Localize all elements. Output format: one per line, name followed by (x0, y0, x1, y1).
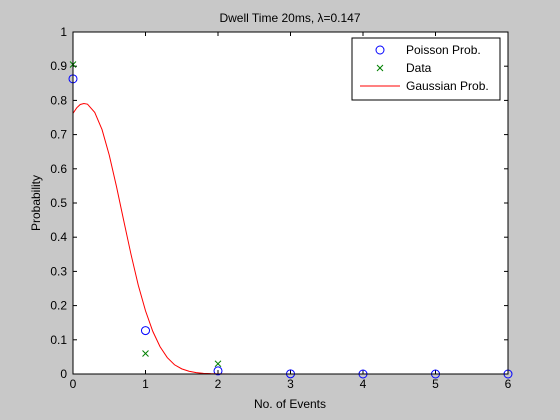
data-point (214, 360, 222, 368)
y-tick-label: 0.2 (50, 299, 67, 313)
x-tick-label: 1 (142, 377, 149, 391)
x-tick-label: 6 (505, 377, 512, 391)
poisson-prob-point (213, 366, 223, 376)
plot-frame (72, 31, 509, 375)
x-marker-stroke (214, 360, 222, 368)
legend-swatch-data (376, 64, 384, 72)
legend-label-gaussian-prob: Gaussian Prob. (406, 79, 489, 93)
chart-title: Dwell Time 20ms, λ=0.147 (219, 11, 360, 25)
y-tick-label: 0.5 (50, 196, 67, 210)
x-tick-label: 5 (432, 377, 439, 391)
x-tick-label: 0 (70, 377, 77, 391)
y-tick-label: 0.1 (50, 333, 67, 347)
x-tick-label: 3 (287, 377, 294, 391)
x-tick-label: 2 (215, 377, 222, 391)
y-tick-label: 1 (60, 25, 67, 39)
x-marker-stroke (376, 64, 384, 72)
data-point (142, 350, 149, 357)
legend-label-data: Data (406, 61, 432, 75)
x-tick-label: 4 (360, 377, 367, 391)
legend-label-poisson-prob: Poisson Prob. (406, 43, 481, 57)
y-tick-label: 0.8 (50, 93, 67, 107)
x-marker-stroke (142, 350, 149, 357)
y-tick-label: 0.7 (50, 128, 67, 142)
y-tick-label: 0.3 (50, 264, 67, 278)
y-tick-label: 0.6 (50, 162, 67, 176)
poisson-prob-point (141, 326, 150, 336)
y-tick-label: 0 (60, 367, 67, 381)
legend-swatch-poisson-prob (375, 45, 385, 55)
axis-ticks: 0 1 2 3 4 5 6 0 0.1 0.2 0.3 0.4 0.5 0.6 0.7 0.8 0.9 1 (50, 25, 511, 391)
legend: Poisson Prob. Data Gaussian Prob. (351, 37, 501, 101)
y-tick-label: 0.4 (50, 230, 67, 244)
y-tick-label: 0.9 (50, 59, 67, 73)
y-axis-label: Probability (29, 175, 43, 231)
x-axis-label: No. of Events (254, 397, 326, 411)
